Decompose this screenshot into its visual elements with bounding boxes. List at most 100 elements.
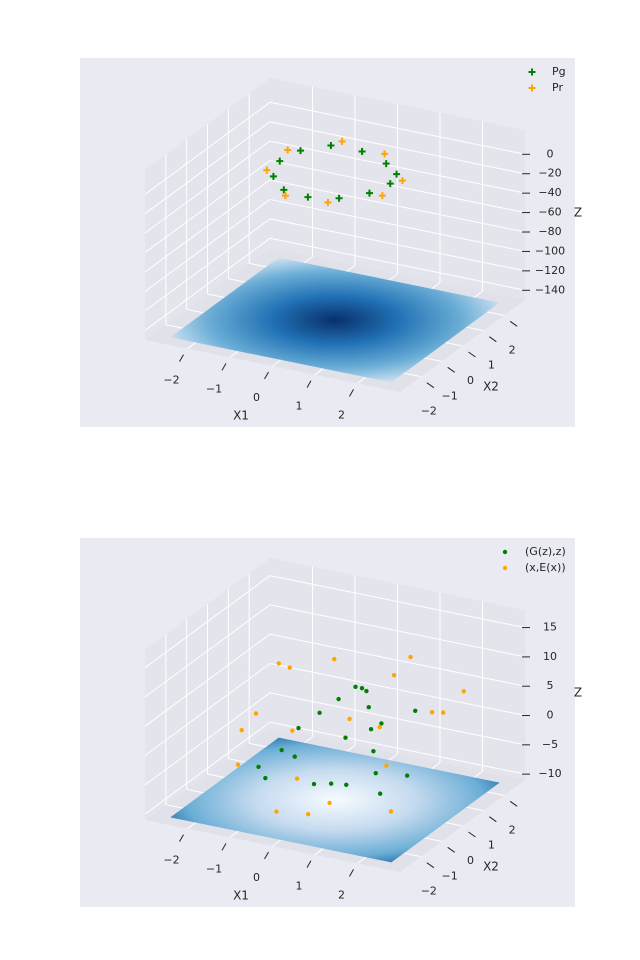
y-tick-label: −2 [421, 885, 437, 898]
tick-mark [468, 351, 476, 358]
x-tick-label: 1 [296, 880, 303, 893]
point [343, 735, 348, 740]
z-tick-label: −120 [535, 264, 565, 277]
tick-mark [264, 371, 269, 380]
tick-mark [447, 366, 455, 373]
grid-line [269, 179, 526, 233]
point [235, 762, 241, 767]
y-tick-label: 1 [488, 359, 495, 372]
x-tick-label: −2 [163, 374, 179, 387]
z-tick-label: 10 [543, 650, 557, 663]
point [371, 748, 376, 754]
tick-mark [509, 800, 518, 807]
point [256, 764, 261, 770]
point [359, 686, 365, 691]
point [344, 782, 349, 787]
y-tick-label: 1 [488, 839, 495, 852]
point [413, 708, 418, 713]
z-tick-label: −140 [535, 283, 565, 296]
z-tick-label: −5 [542, 738, 558, 751]
grid-line [144, 140, 271, 234]
point [296, 725, 301, 731]
tick-mark [221, 363, 227, 371]
grid-line [144, 237, 271, 331]
tick-mark [179, 354, 184, 362]
point [429, 710, 435, 715]
legend-label: (G(z),z) [525, 545, 566, 558]
point [386, 180, 394, 188]
x-axis-label: X1 [233, 889, 249, 903]
point [332, 656, 337, 662]
y-tick-label: −1 [442, 869, 458, 882]
point [338, 137, 346, 145]
x-tick-label: 2 [338, 888, 345, 901]
y-tick-label: 2 [509, 343, 516, 356]
grid-line [144, 179, 271, 273]
point [305, 811, 311, 817]
point [327, 800, 332, 806]
point [281, 192, 289, 200]
tick-mark [489, 816, 497, 823]
point [292, 754, 297, 759]
point [311, 781, 317, 787]
point [280, 186, 288, 194]
tick-mark [306, 860, 312, 868]
point [336, 696, 341, 702]
z-tick-label: −60 [538, 206, 561, 219]
point [347, 716, 352, 722]
x-axis-label: X1 [233, 409, 249, 423]
point [239, 727, 244, 733]
point [393, 170, 401, 178]
point [328, 781, 334, 786]
point [368, 726, 374, 732]
point [269, 172, 277, 180]
point [276, 157, 284, 165]
point [276, 661, 282, 666]
z-tick-label: 0 [547, 709, 554, 722]
tick-mark [426, 862, 435, 869]
point [408, 654, 413, 660]
tick-mark [489, 336, 497, 343]
legend-marker [528, 68, 536, 76]
grid-line [269, 663, 526, 717]
z-axis-label: Z [574, 206, 582, 220]
y-tick-label: 0 [467, 854, 474, 867]
tick-mark [349, 869, 354, 877]
z-tick-label: −80 [538, 225, 561, 238]
x-tick-label: −1 [206, 862, 222, 875]
grid-line [144, 721, 271, 815]
contour-floor [170, 257, 500, 383]
point [353, 684, 358, 690]
z-tick-label: −40 [538, 186, 561, 199]
point [287, 665, 292, 670]
grid-line [144, 604, 271, 698]
y-tick-label: −1 [442, 389, 458, 402]
point [263, 166, 271, 174]
grid-line [269, 692, 526, 746]
point [377, 791, 383, 796]
tick-mark [349, 389, 354, 397]
point [335, 194, 343, 202]
grid-line [144, 199, 271, 292]
point [404, 773, 410, 778]
z-tick-label: −100 [535, 244, 565, 257]
tick-mark [468, 831, 476, 838]
point [364, 688, 369, 694]
grid-line [269, 237, 526, 291]
point [378, 192, 386, 200]
point [366, 705, 371, 710]
z-tick-label: 0 [547, 147, 554, 160]
grid-line [269, 121, 526, 175]
grid-line [144, 633, 271, 727]
legend-label: (x,E(x)) [525, 561, 566, 574]
z-tick-label: 15 [543, 621, 557, 634]
y-axis-label: X2 [483, 860, 499, 874]
grid-line [269, 101, 526, 155]
y-axis-label: X2 [483, 380, 499, 394]
point [324, 198, 332, 206]
tick-mark [306, 380, 312, 388]
grid-line [144, 160, 271, 253]
grid-line [144, 692, 271, 786]
point [377, 724, 382, 730]
z-tick-label: −20 [538, 167, 561, 180]
